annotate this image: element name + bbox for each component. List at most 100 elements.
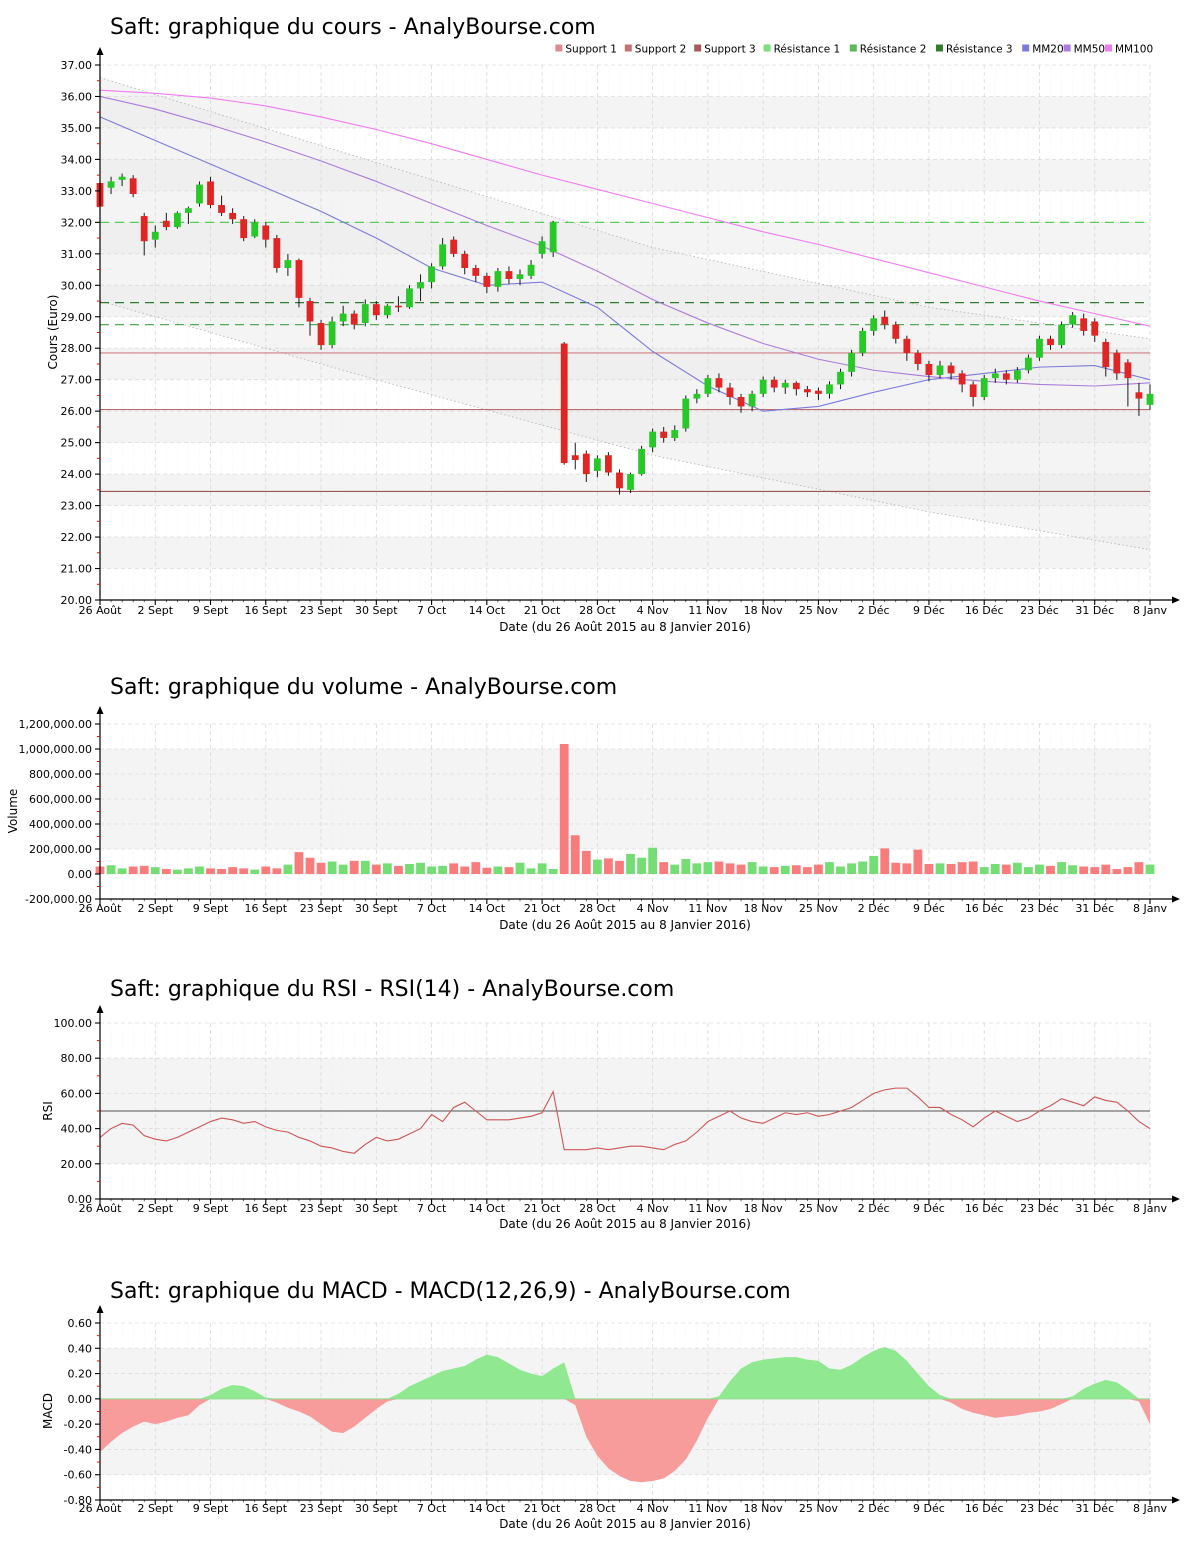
candle-body — [1091, 321, 1099, 336]
volume-bar — [1134, 862, 1144, 874]
x-tick-label: 25 Nov — [799, 604, 838, 617]
legend-label: MM50 — [1074, 44, 1105, 56]
volume-bar — [681, 859, 691, 874]
volume-y-axis-label: Volume — [6, 789, 20, 834]
candle-body — [1113, 352, 1121, 374]
candle-body — [715, 378, 723, 388]
volume-bar — [294, 852, 304, 874]
x-tick-label: 23 Déc — [1020, 604, 1059, 617]
volume-bar — [1101, 864, 1111, 874]
x-tick-label: 21 Oct — [524, 902, 561, 915]
y-tick-label: 36.00 — [61, 90, 93, 103]
mm100-line — [99, 89, 1151, 327]
volume-bar — [814, 864, 823, 874]
macd-area-negative — [100, 1398, 1150, 1483]
volume-bar — [736, 864, 746, 874]
volume-bar — [1090, 867, 1100, 874]
x-tick-label: 14 Oct — [469, 902, 506, 915]
candle-body — [1080, 318, 1088, 331]
volume-bar — [869, 855, 879, 874]
candle-body — [129, 178, 137, 195]
volume-bar — [460, 866, 470, 874]
x-tick-label: 28 Oct — [579, 1502, 616, 1515]
price-x-axis-label: Date (du 26 Août 2015 au 8 Janvier 2016) — [499, 620, 751, 634]
volume-bar — [272, 868, 282, 874]
x-tick-label: 11 Nov — [688, 1502, 727, 1515]
y-tick-label: 31.00 — [61, 248, 93, 261]
x-tick-label: 28 Oct — [579, 902, 616, 915]
volume-bar — [714, 861, 724, 874]
volume-bar — [747, 862, 757, 874]
x-tick-label: 8 Janv — [1133, 902, 1167, 915]
volume-bar — [725, 863, 735, 874]
x-tick-label: 2 Déc — [858, 902, 890, 915]
candle-body — [383, 305, 391, 316]
volume-bar — [349, 860, 359, 874]
volume-bar — [316, 862, 326, 874]
volume-bar — [946, 864, 956, 874]
candle-body — [1069, 315, 1077, 325]
candle-body — [759, 379, 767, 394]
candle-body — [726, 387, 734, 398]
volume-bar — [957, 862, 967, 874]
candle-body — [140, 216, 148, 242]
volume-bar — [128, 866, 138, 874]
candle-body — [969, 384, 977, 398]
x-tick-label: 9 Déc — [913, 604, 945, 617]
volume-bar — [250, 869, 260, 874]
volume-bar — [305, 857, 315, 874]
candle-body — [980, 378, 988, 398]
candle-body — [207, 181, 214, 206]
candle-body — [306, 301, 314, 322]
volume-bar — [1057, 862, 1066, 874]
volume-bar — [327, 861, 337, 874]
candle-body — [815, 390, 822, 394]
x-tick-label: 16 Sept — [245, 902, 288, 915]
x-axis-arrow — [1172, 596, 1180, 604]
candle-body — [406, 288, 413, 308]
volume-bar — [1079, 866, 1089, 874]
y-tick-label: 40.00 — [61, 1123, 93, 1136]
candle-body — [505, 271, 513, 279]
volume-bar — [106, 865, 116, 874]
candle-body — [1002, 373, 1010, 380]
volume-bar — [626, 854, 635, 874]
x-tick-label: 23 Sept — [300, 1202, 343, 1215]
volume-bar — [637, 857, 646, 874]
volume-bar — [902, 863, 912, 874]
x-tick-label: 28 Oct — [579, 1202, 616, 1215]
price-y-axis-label: Cours (Euro) — [46, 295, 60, 370]
price-chart: 37.00 36.00 35.00 34.00 33.00 32.00 31.00 30.00… — [61, 47, 1180, 617]
legend-label: MM20 — [1032, 44, 1063, 56]
legend-swatch — [1022, 44, 1030, 52]
volume-bar — [382, 863, 392, 874]
y-tick-label: 27.00 — [61, 374, 93, 387]
y-tick-label: 80.00 — [61, 1052, 93, 1065]
volume-bar — [836, 866, 845, 874]
candle-body — [1146, 393, 1154, 405]
candle-body — [1047, 338, 1054, 346]
candle-body — [450, 239, 458, 254]
x-tick-label: 7 Oct — [417, 902, 447, 915]
volume-bar — [537, 863, 547, 874]
candle-body — [494, 271, 502, 287]
candle-body — [229, 212, 237, 220]
candle-body — [616, 472, 623, 489]
x-tick-label: 18 Nov — [744, 1202, 783, 1215]
candle-body — [870, 318, 878, 331]
candle-body — [118, 176, 126, 180]
candle-body — [881, 316, 889, 325]
x-tick-label: 31 Déc — [1075, 604, 1114, 617]
volume-bar — [1123, 867, 1133, 874]
volume-bar — [139, 865, 149, 874]
candle-body — [1036, 338, 1043, 358]
x-tick-label: 26 Août — [79, 902, 123, 915]
candle-body — [251, 222, 259, 237]
candle-body — [737, 397, 745, 407]
y-tick-label: 20.00 — [61, 594, 93, 607]
candle-body — [605, 455, 612, 473]
x-tick-label: 14 Oct — [469, 1502, 506, 1515]
y-tick-label: 0.60 — [68, 1317, 93, 1330]
volume-bar — [1024, 867, 1033, 874]
x-tick-label: 16 Déc — [965, 604, 1004, 617]
